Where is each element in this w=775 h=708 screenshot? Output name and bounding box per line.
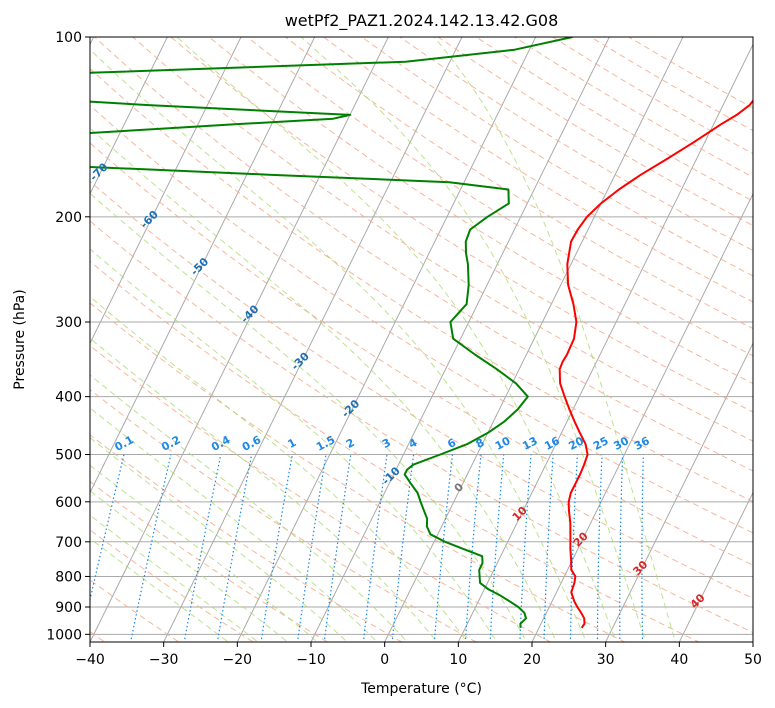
x-tick-label: 0: [380, 652, 389, 668]
x-axis-label: Temperature (°C): [360, 681, 482, 697]
dry-adiabat: [90, 434, 403, 642]
x-tick-label: 10: [449, 652, 467, 668]
y-tick-label: 400: [55, 390, 82, 406]
moist-adiabat: [90, 537, 230, 642]
mixing-ratio-label: 36: [632, 434, 652, 453]
isotherm-line: [90, 37, 168, 195]
moist-adiabat: [90, 296, 468, 642]
dry-adiabat: [90, 142, 753, 566]
mixing-ratio-line: [183, 454, 222, 642]
y-tick-label: 200: [55, 210, 82, 226]
isotherm-line: [236, 37, 537, 642]
profile-series: [90, 37, 753, 629]
mixing-ratio-lines: [90, 454, 644, 642]
dry-adiabat: [90, 104, 753, 534]
y-axis-label: Pressure (hPa): [12, 289, 28, 389]
chart-title: wetPf2_PAZ1.2024.142.13.42.G08: [285, 11, 559, 31]
isotherm-line: [90, 37, 316, 494]
y-tick-label: 300: [55, 315, 82, 331]
moist-adiabat: [90, 407, 378, 642]
mixing-ratio-line: [433, 454, 453, 642]
y-tick-label: 900: [55, 600, 82, 616]
isotherm-line: [457, 43, 753, 642]
mixing-ratio-label: 16: [542, 434, 562, 453]
isotherm-lines: [90, 37, 753, 642]
moist-adiabat: [300, 37, 647, 642]
dry-adiabat: [90, 220, 753, 634]
dry-adiabat: [90, 579, 180, 642]
mixing-ratio-label: 30: [611, 434, 631, 453]
dry-adiabat: [90, 180, 753, 599]
x-tick-label: −20: [223, 652, 253, 668]
moist-adiabat: [90, 374, 408, 642]
x-tick-label: 40: [670, 652, 688, 668]
temperature-profile: [558, 99, 753, 629]
moist-adiabat: [90, 437, 349, 642]
mixing-ratio-line: [464, 454, 482, 642]
dry-adiabat: [170, 37, 753, 413]
y-tick-label: 500: [55, 448, 82, 464]
y-tick-label: 800: [55, 569, 82, 585]
isotherm-line: [90, 37, 242, 345]
x-axis-ticks: −40 −30 −20 −10 0 10 20 30 40 50: [75, 642, 762, 668]
mixing-ratio-line: [129, 454, 172, 642]
x-tick-label: 30: [597, 652, 615, 668]
moist-adiabat: [90, 248, 498, 642]
dry-adiabat: [90, 480, 329, 642]
mixing-ratio-label: 20: [566, 434, 586, 453]
isotherm-line: [163, 37, 463, 642]
mixing-ratio-line: [489, 454, 505, 642]
dry-adiabat: [90, 388, 478, 642]
y-tick-label: 600: [55, 495, 82, 511]
mixing-ratio-label: 13: [520, 434, 540, 453]
mixing-ratio-line: [543, 454, 554, 642]
plot-frame: [89, 36, 754, 643]
dry-adiabat: [90, 302, 626, 642]
plot-area: -100-90-80-70-60-50-40-30-20-10010203040…: [90, 37, 753, 642]
isotherm-line: [531, 192, 753, 642]
y-tick-label: 700: [55, 535, 82, 551]
y-axis-ticks: 1000 900 800 700 600 500 400 300 200 100: [46, 30, 90, 643]
y-tick-label: 1000: [46, 627, 82, 643]
x-tick-label: 20: [523, 652, 541, 668]
dry-adiabat: [90, 67, 753, 503]
mixing-ratio-label: 25: [591, 434, 611, 453]
mixing-ratio-line: [641, 454, 644, 642]
mixing-ratio-label: 10: [493, 434, 513, 453]
x-tick-label: −30: [149, 652, 179, 668]
isotherm-line: [384, 37, 684, 642]
moist-adiabat: [433, 37, 676, 642]
moist-adiabat: [90, 337, 438, 642]
dry-adiabat: [323, 37, 753, 303]
isotherm-line: [90, 37, 389, 642]
mixing-ratio-line: [90, 454, 125, 603]
isotherm-line: [310, 37, 610, 642]
moist-adiabat-lines: [90, 37, 676, 642]
mixing-ratio-line: [519, 454, 532, 642]
moist-adiabat: [90, 464, 319, 642]
mixing-ratio-line: [619, 454, 624, 642]
mixing-ratio-line: [260, 454, 293, 642]
isotherm-line: [605, 342, 753, 642]
mixing-ratio-line: [596, 454, 603, 642]
mixing-ratio-line: [216, 454, 253, 642]
x-tick-label: −10: [296, 652, 326, 668]
y-tick-label: 100: [55, 30, 82, 46]
moist-adiabat: [90, 49, 587, 642]
x-tick-label: −40: [75, 652, 105, 668]
dry-adiabat: [208, 37, 753, 385]
dry-adiabat: [90, 344, 552, 642]
x-tick-label: 50: [744, 652, 762, 668]
moist-adiabat: [176, 37, 617, 642]
dewpoint-profile: [90, 37, 573, 628]
mixing-ratio-line: [569, 454, 578, 642]
